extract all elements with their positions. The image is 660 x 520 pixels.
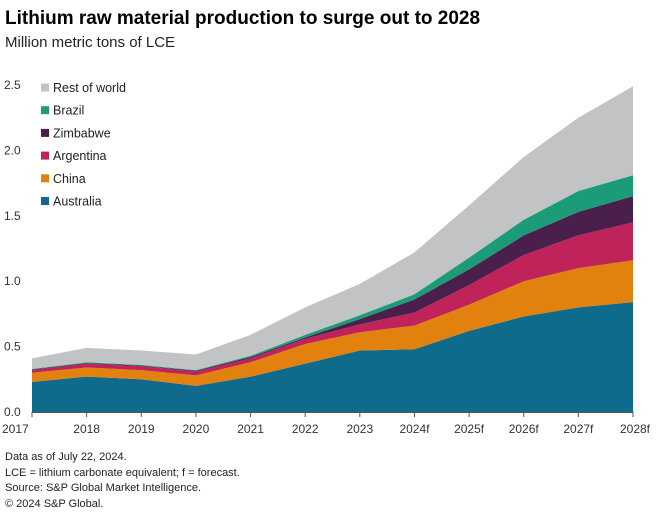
legend-label-argentina: Argentina	[53, 149, 107, 163]
legend-swatch-rest-of-world	[41, 83, 49, 92]
legend-label-rest-of-world: Rest of world	[53, 81, 126, 95]
chart-subtitle: Million metric tons of LCE	[5, 34, 176, 51]
legend-swatch-argentina	[41, 151, 49, 160]
x-tick-label: 2018	[73, 422, 100, 436]
area-australia	[32, 302, 633, 412]
legend-label-brazil: Brazil	[53, 104, 84, 118]
legend-swatch-china	[41, 174, 49, 183]
area-brazil	[32, 175, 633, 371]
x-tick-label: 2024f	[399, 422, 430, 436]
x-tick-label: 2027f	[563, 422, 594, 436]
legend-swatch-australia	[41, 197, 49, 205]
area-rest-of-world	[32, 86, 633, 371]
y-axis: 0.0 0.5 1.0 1.5 2.0 2.5	[4, 78, 21, 419]
footnote-copyright: © 2024 S&P Global.	[5, 497, 104, 510]
footnotes: Data as of July 22, 2024. LCE = lithium …	[5, 450, 240, 512]
x-tick-label: 2022	[292, 422, 319, 436]
area-argentina	[32, 222, 633, 376]
y-tick-label: 0.0	[4, 405, 21, 419]
x-tick-label: 2025f	[454, 422, 485, 436]
footnote-definition: LCE = lithium carbonate equivalent; f = …	[5, 466, 240, 479]
y-tick-label: 0.5	[4, 340, 21, 354]
stacked-area-chart: 0.00.51.01.52.02.5 2017 2018 2019 2020 2021 2…	[2, 78, 651, 436]
legend-label-china: China	[53, 172, 86, 186]
legend-swatch-zimbabwe	[41, 128, 49, 137]
x-tick-label: 2028f	[620, 422, 651, 436]
footnote-source: Source: S&P Global Market Intelligence.	[5, 482, 202, 494]
x-tick-label: 2026f	[509, 422, 540, 436]
y-tick-label: 2.5	[4, 78, 21, 92]
y-tick-label: 2.0	[4, 143, 21, 157]
chart-title: Lithium raw material production to surge…	[5, 8, 481, 29]
legend: Rest of world Brazil Zimbabwe Argentina Chin…	[41, 81, 126, 209]
x-tick-label: 2020	[183, 422, 210, 436]
legend-label-australia: Australia	[53, 195, 102, 209]
x-tick-label: 2023	[346, 422, 373, 436]
legend-swatch-brazil	[41, 106, 49, 115]
x-tick-label: 2019	[128, 422, 155, 436]
y-tick-label: 1.5	[4, 209, 21, 223]
legend-label-zimbabwe: Zimbabwe	[53, 126, 111, 140]
footnote-data-date: Data as of July 22, 2024.	[5, 451, 127, 463]
area-series-group	[32, 86, 633, 412]
x-tick-label: 2017	[2, 422, 29, 436]
x-tick-label: 2021	[237, 422, 264, 436]
x-axis: 2017 2018 2019 2020 2021 2022 2023 2024f 2025f 20…	[2, 412, 651, 436]
y-tick-label: 1.0	[4, 274, 21, 288]
area-china	[32, 260, 633, 386]
